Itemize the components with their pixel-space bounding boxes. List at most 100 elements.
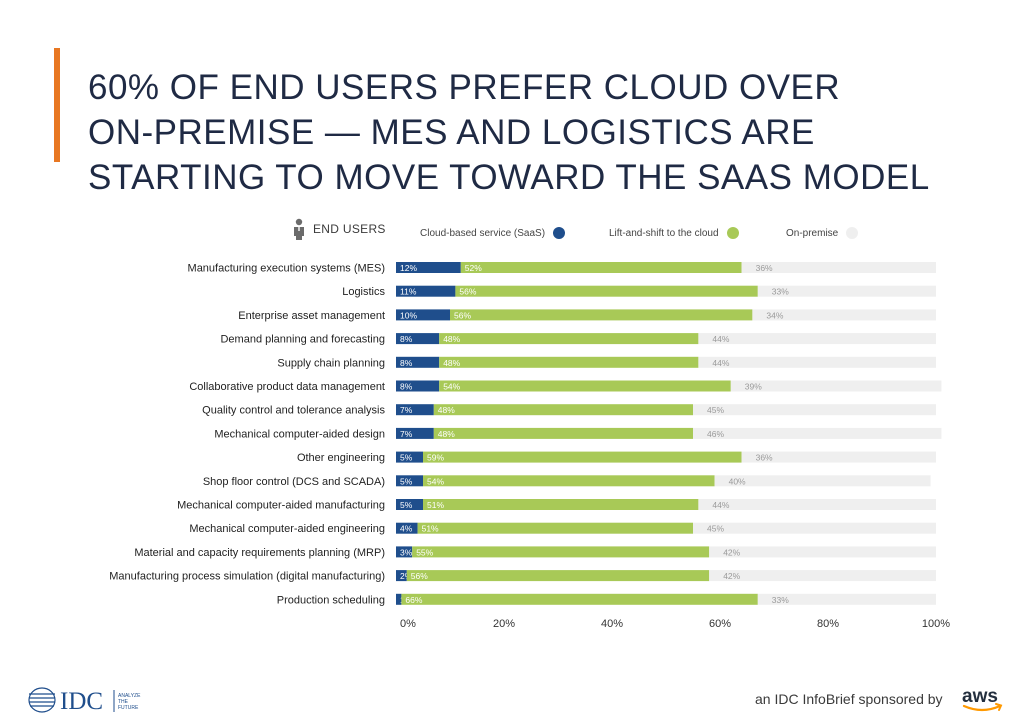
category-label: Enterprise asset management [238,310,385,322]
bar-segment [450,309,753,321]
bar-segment [396,593,402,605]
bar-segment [757,593,936,605]
end-users-header: END USERS [293,217,386,241]
legend-swatch [846,227,859,239]
bar-segment [693,522,936,534]
data-label: 7% [400,405,413,415]
category-label: Shop floor control (DCS and SCADA) [203,476,385,488]
bar-segment [396,546,413,558]
data-label: 54% [427,476,444,486]
bar-segment [396,356,440,368]
data-label: 10% [400,310,417,320]
sponsor-text: an IDC InfoBrief sponsored by [755,691,943,707]
bar-segment [396,570,407,582]
idc-tagline-line: THE [118,699,129,705]
title-line: STARTING TO MOVE TOWARD THE SAAS MODEL [88,158,930,198]
bar-segment [406,570,710,582]
data-label: 56% [454,310,471,320]
title-line: ON-PREMISE — MES AND LOGISTICS ARE [88,113,815,153]
data-label: 42% [723,547,740,557]
legend-label: Lift-and-shift to the cloud [609,227,719,239]
category-label: Other engineering [297,452,385,464]
data-label: 7% [400,429,413,439]
data-label: 8% [400,334,413,344]
data-label: 5% [400,476,413,486]
category-label: Quality control and tolerance analysis [202,405,385,417]
category-label: Supply chain planning [277,357,385,369]
data-label: 3% [400,547,413,557]
category-label: Production scheduling [277,594,385,606]
idc-tagline-line: ANALYZE [118,693,141,699]
title-line: 60% OF END USERS PREFER CLOUD OVER [88,68,841,108]
data-label: 8% [400,382,413,392]
data-label: 45% [707,405,724,415]
bar-segment [396,404,434,416]
end-users-label: END USERS [313,222,386,236]
person-icon [294,218,304,240]
bar-segment [741,451,936,463]
bar-segment [714,475,931,487]
data-label: 66% [405,595,422,605]
category-label: Mechanical computer-aided engineering [189,523,385,535]
data-label: 44% [712,334,729,344]
data-label: 48% [438,405,455,415]
data-label: 4% [400,524,413,534]
bar-segment [396,380,440,392]
bar-segment [460,262,742,273]
data-label: 42% [723,571,740,581]
bar-segment [396,475,423,487]
x-tick-label: 60% [709,618,731,630]
legend-label: Cloud-based service (SaaS) [420,227,546,239]
data-label: 59% [427,453,444,463]
legend-swatch [726,227,739,239]
data-label: 33% [772,287,789,297]
data-label: 45% [707,524,724,534]
legend-swatch [553,227,566,239]
legend-label: On-premise [786,227,839,239]
data-label: 34% [766,310,783,320]
legend-item-on-premise: On-premise [786,225,859,241]
idc-tagline-line: FUTURE [118,705,139,711]
data-label: 40% [729,476,746,486]
data-label: 8% [400,358,413,368]
data-label: 52% [465,263,482,273]
bar-segment [757,285,936,297]
category-label: Material and capacity requirements plann… [134,547,385,559]
data-label: 12% [400,263,417,273]
bar-segment [396,309,450,321]
data-label: 56% [459,287,476,297]
bar-segment [401,593,758,605]
data-label: 56% [411,571,428,581]
category-label: Manufacturing execution systems (MES) [188,263,385,275]
data-label: 46% [707,429,724,439]
bar-segment [423,451,742,463]
aws-logo: aws [960,684,1006,714]
idc-logo: IDC ANALYZE THE FUTURE [28,686,168,715]
bar-segment [423,499,699,510]
data-label: 44% [712,358,729,368]
bar-segment [439,356,699,368]
bar-segment [693,427,942,439]
aws-logo-text: aws [962,686,998,707]
data-label: 5% [400,453,413,463]
bar-segment [412,546,710,558]
legend-item-lift-and-shift: Lift-and-shift to the cloud [609,225,739,241]
legend-item-saas: Cloud-based service (SaaS) [420,225,566,241]
bar-segment [709,546,936,558]
data-label: 36% [756,453,773,463]
bar-segment [439,380,731,392]
bar-segment [396,522,418,534]
x-tick-label: 40% [601,618,623,630]
bar-segment [698,356,936,368]
aws-logo-icon: aws [962,686,1003,712]
category-label: Demand planning and forecasting [220,334,385,346]
idc-logo-text: IDC [60,688,103,714]
bar-segment [396,285,456,297]
data-label: 48% [443,334,460,344]
bar-segment [709,570,936,582]
category-label: Manufacturing process simulation (digita… [109,571,385,583]
bar-segment [396,451,423,463]
bar-segment [693,404,936,416]
bar-segment [433,404,693,416]
bar-segment [433,427,693,439]
